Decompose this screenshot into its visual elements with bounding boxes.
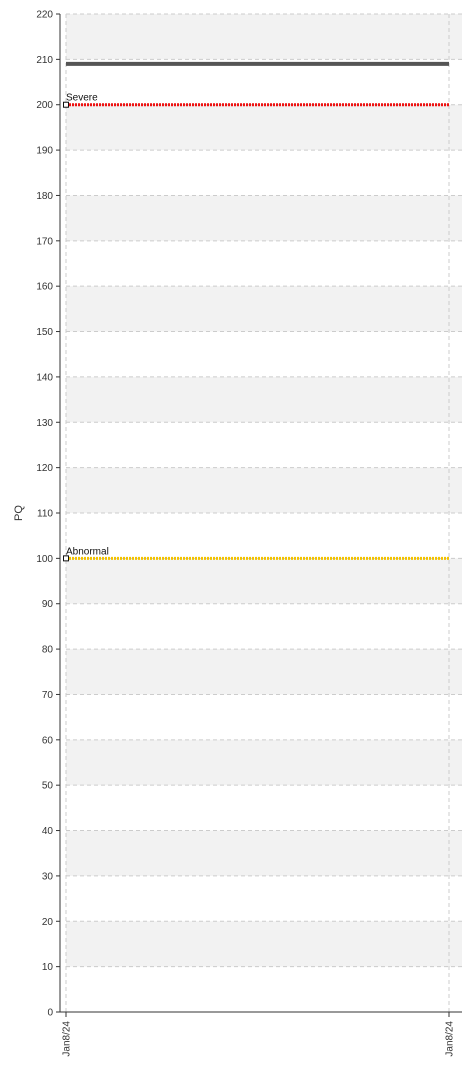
y-tick-label: 140 [36,372,53,383]
x-tick-label: Jan8/24 [62,1021,73,1057]
reference-label: Severe [66,93,98,104]
y-tick-label: 70 [42,690,54,701]
y-tick-label: 10 [42,962,54,973]
y-tick-label: 100 [36,554,53,565]
grid-band [66,739,462,786]
x-axis-ticks: Jan8/24 Jan8/24 [62,1012,456,1057]
reference-label: Abnormal [66,546,109,557]
grid-band [66,195,462,241]
y-tick-label: 0 [47,1008,53,1019]
y-tick-label: 180 [36,191,53,202]
y-axis-ticks: 0 10 20 30 40 50 60 70 80 90 100 110 120 130 140 150 160… [36,10,60,1019]
y-tick-label: 110 [37,509,53,520]
y-tick-label: 50 [42,781,54,792]
y-tick-label: 120 [36,463,53,474]
grid-band [66,921,462,967]
y-tick-label: 40 [42,826,54,837]
y-tick-label: 200 [36,100,53,111]
grid-band [66,376,462,423]
gridlines [65,13,462,1012]
y-tick-label: 150 [36,327,53,338]
grid-band [66,104,462,151]
y-tick-label: 130 [36,418,53,429]
x-tick-label: Jan8/24 [445,1021,456,1057]
y-tick-label: 190 [36,146,53,157]
y-tick-label: 160 [36,282,53,293]
grid-band [66,14,462,60]
y-tick-label: 90 [42,599,54,610]
y-tick-label: 170 [36,236,53,247]
grid-band [66,649,462,695]
grid-band [66,558,462,604]
reference-lines: Severe Abnormal [63,93,449,562]
y-tick-label: 220 [36,10,53,21]
grid-band [66,467,462,513]
y-tick-label: 20 [42,917,54,928]
reference-marker [63,555,69,562]
y-tick-label: 210 [36,55,53,66]
grid-band [66,830,462,876]
grid-band [66,286,462,332]
y-tick-label: 60 [42,735,54,746]
y-axis-title: PQ [13,505,25,521]
y-tick-label: 30 [42,871,54,882]
background-bands [66,14,462,967]
reference-marker [63,101,69,108]
y-tick-label: 80 [42,645,54,656]
